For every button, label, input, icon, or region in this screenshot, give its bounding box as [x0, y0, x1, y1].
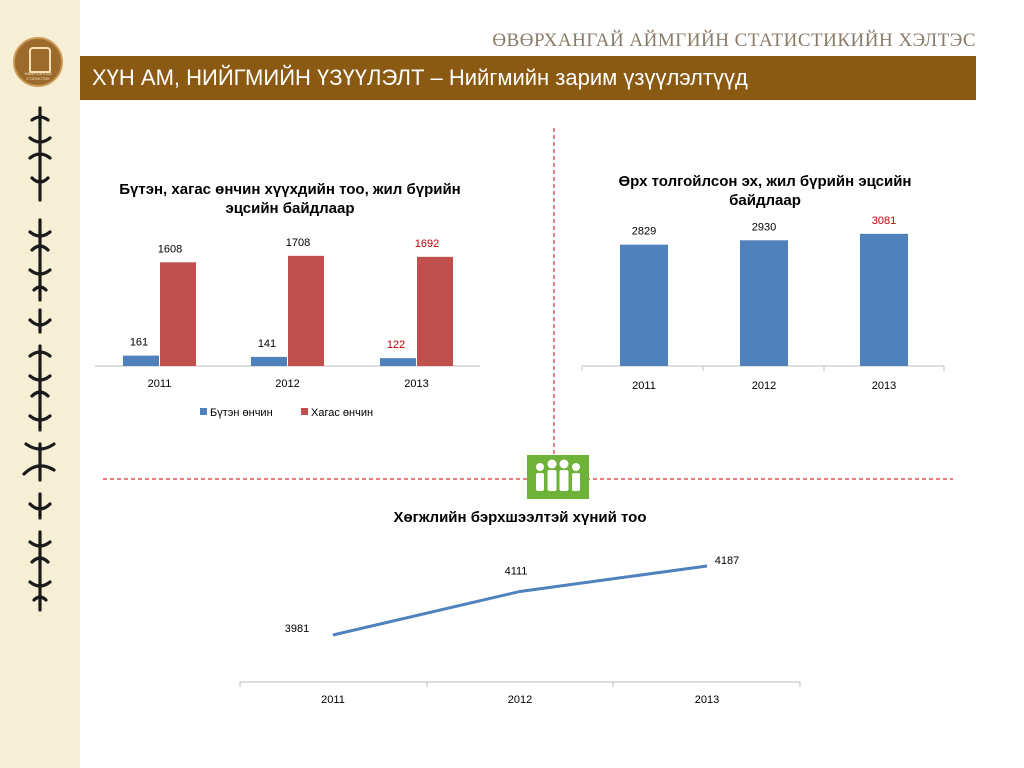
data-label: 122 [387, 339, 405, 351]
x-tick-label: 2011 [632, 380, 656, 392]
emblem-icon [29, 47, 51, 73]
x-tick-label: 2013 [872, 380, 896, 392]
bar-half-orphan-2012 [288, 255, 324, 366]
legend-label: Хагас өнчин [311, 407, 373, 419]
data-label: 4111 [505, 565, 528, 577]
data-label: 2930 [752, 221, 776, 233]
people-group-icon [527, 455, 589, 499]
logo-text: ӨВӨРХАНГАЙ СТАТИСТИК [24, 71, 52, 81]
x-tick-label: 2011 [321, 694, 345, 706]
page-title: ХҮН АМ, НИЙГМИЙН ҮЗҮҮЛЭЛТ – Нийгмийн зар… [92, 65, 748, 90]
data-label: 1708 [286, 237, 310, 249]
statistics-logo: ӨВӨРХАНГАЙ СТАТИСТИК [13, 37, 63, 87]
data-label: 1692 [415, 238, 439, 250]
chart2-title: Өрх толгойлсон эх, жил бүрийн эцсийн бай… [618, 173, 912, 209]
bar-half-orphan-2011 [160, 262, 196, 366]
data-label: 1608 [158, 243, 182, 255]
organization-name: ӨВӨРХАНГАЙ АЙМГИЙН СТАТИСТИКИЙН ХЭЛТЭС [492, 30, 976, 51]
chart3-title: Хөгжлийн бэрхшээлтэй хүний тоо [393, 509, 647, 526]
x-tick-label: 2011 [148, 378, 172, 390]
x-tick-label: 2012 [508, 694, 532, 706]
series-line [332, 564, 708, 637]
data-label: 2829 [632, 226, 656, 238]
bar-2012 [740, 240, 788, 366]
x-tick-label: 2013 [404, 378, 428, 390]
bar-2011 [620, 244, 668, 366]
title-banner: ХҮН АМ, НИЙГМИЙН ҮЗҮҮЛЭЛТ – Нийгмийн зар… [80, 56, 976, 100]
bar-full-orphan-2011 [123, 355, 159, 366]
legend-label: Бүтэн өнчин [210, 407, 273, 419]
legend-swatch [200, 408, 207, 415]
bar-full-orphan-2013 [380, 358, 416, 366]
legend-swatch [301, 408, 308, 415]
x-tick-label: 2013 [695, 694, 719, 706]
x-tick-label: 2012 [275, 378, 299, 390]
bar-half-orphan-2013 [417, 256, 453, 366]
data-label: 141 [258, 338, 276, 350]
data-label: 3981 [285, 623, 309, 635]
data-label: 4187 [715, 555, 739, 567]
data-label: 3081 [872, 215, 896, 227]
mongolian-script-decoration [22, 106, 56, 612]
bar-2013 [860, 233, 908, 366]
bar-full-orphan-2012 [251, 356, 287, 366]
chart1-title: Бүтэн, хагас өнчин хүүхдийн тоо, жил бүр… [119, 181, 461, 217]
x-tick-label: 2012 [752, 380, 776, 392]
sidebar: ӨВӨРХАНГАЙ СТАТИСТИК [0, 0, 80, 768]
data-label: 161 [130, 337, 148, 349]
